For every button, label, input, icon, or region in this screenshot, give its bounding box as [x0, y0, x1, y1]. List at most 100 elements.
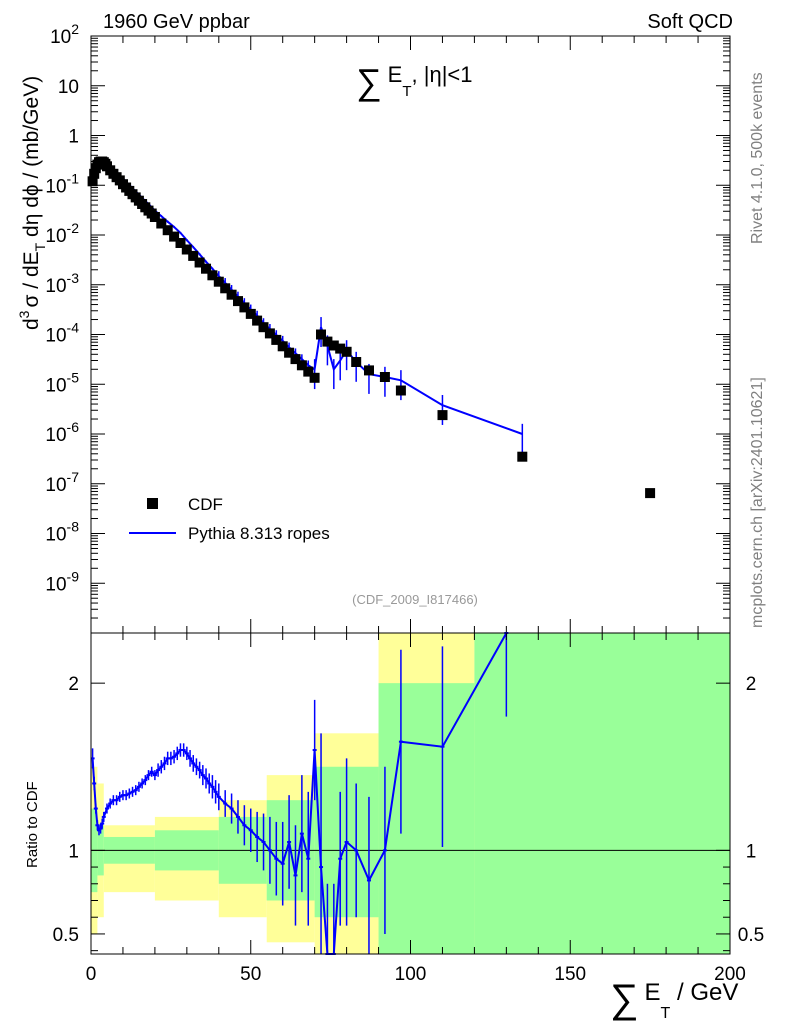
ratio-ytick-label: 1	[68, 841, 79, 862]
cdf-point	[149, 212, 160, 222]
legend: CDF Pythia 8.313 ropes	[129, 495, 330, 543]
legend-cdf-label: CDF	[188, 495, 223, 514]
main-ytick-base: 10	[45, 525, 66, 546]
cdf-point	[303, 366, 314, 377]
main-ytick-label: 10-3	[45, 270, 79, 297]
main-ytick-base: 10	[45, 425, 66, 446]
main-ytick-label: 10-6	[45, 419, 79, 446]
cdf-point	[322, 336, 333, 347]
xlabel-rest: / GeV	[670, 979, 738, 1006]
xlabel-sub: T	[661, 1005, 671, 1022]
x-axis-label: ∑ ET / GeV	[610, 977, 738, 1022]
cdf-point	[364, 365, 374, 376]
cdf-point	[220, 283, 231, 294]
main-ytick-label: 10-1	[45, 170, 79, 197]
cdf-point	[245, 308, 256, 319]
cdf-point	[290, 354, 301, 365]
cdf-point	[335, 343, 346, 354]
ratio-inner-band	[474, 633, 730, 954]
main-ytick-exp: -5	[67, 369, 80, 385]
cdf-point	[169, 231, 180, 242]
cdf-point	[264, 328, 275, 339]
main-ytick-base: 10	[45, 176, 66, 197]
analysis-id: (CDF_2009_I817466)	[352, 592, 478, 607]
mcplots-label: mcplots.cern.ch [arXiv:2401.10621]	[749, 377, 766, 628]
main-ytick-base: 10	[50, 27, 71, 48]
main-ytick-label: 1	[68, 127, 79, 148]
ratio-ytick-label: 2	[68, 674, 79, 695]
pythia-line	[91, 156, 523, 435]
ratio-xtick-label: 50	[240, 964, 261, 985]
header-left: 1960 GeV ppbar	[103, 11, 250, 33]
xlabel-sigma: ∑	[610, 977, 639, 1021]
main-frame	[90, 35, 731, 634]
main-ytick-label: 10-4	[45, 320, 79, 347]
cdf-point	[351, 357, 362, 367]
cdf-point	[89, 168, 100, 179]
cdf-point	[277, 341, 288, 352]
cdf-point	[379, 372, 390, 382]
cdf-point	[252, 315, 263, 326]
main-ytick-exp: -2	[67, 220, 80, 236]
ratio-ytick-label: 0.5	[53, 925, 79, 946]
cdf-point	[233, 296, 243, 307]
main-ytick-base: 10	[45, 475, 66, 496]
rivet-label: Rivet 4.1.0, 500k events	[749, 72, 766, 244]
main-title: ∑ ET, |η|<1	[356, 61, 473, 102]
ratio-xtick-label: 200	[714, 964, 746, 985]
title-rest: , |η|<1	[412, 62, 473, 87]
main-ytick-exp: -1	[67, 170, 80, 186]
cdf-point	[87, 176, 98, 187]
main-ytick-base: 10	[45, 276, 66, 297]
cdf-point	[162, 225, 173, 236]
main-ytick-label: 10-2	[45, 220, 79, 247]
main-ytick-label: 10-5	[45, 369, 79, 396]
cdf-point	[181, 244, 192, 255]
ylabel-sup: 3	[16, 310, 32, 318]
cdf-point	[226, 289, 237, 300]
ratio-line	[91, 632, 508, 955]
main-ytick-exp: -4	[67, 320, 80, 336]
main-ytick-exp: -8	[67, 519, 80, 535]
main-ytick-base: 10	[58, 77, 79, 98]
ratio-xtick-label: 0	[86, 964, 97, 985]
cdf-point	[341, 346, 352, 357]
cdf-point	[201, 263, 211, 274]
main-ytick-exp: -9	[67, 568, 80, 584]
main-ytick-exp: -3	[67, 270, 80, 286]
cdf-point	[328, 340, 339, 351]
ratio-xtick-label: 100	[395, 964, 427, 985]
cdf-point	[517, 451, 528, 462]
cdf-point	[188, 250, 199, 261]
main-ytick-base: 10	[45, 326, 66, 347]
main-ytick-label: 10-8	[45, 519, 79, 546]
legend-cdf-marker	[147, 498, 158, 509]
cdf-point	[207, 270, 218, 281]
xlabel-e: E	[645, 979, 661, 1006]
header-right: Soft QCD	[647, 11, 733, 33]
main-ytick-label: 10-9	[45, 568, 79, 595]
cdf-point	[395, 385, 406, 396]
ratio-panel: 0 50 100 150 200 0.5 0.5 1 1 2 2	[53, 632, 764, 985]
ratio-xtick-label: 150	[554, 964, 586, 985]
cdf-point	[296, 360, 307, 371]
ylabel-end: dη dϕ / (mb/GeV)	[20, 76, 43, 243]
cdf-point	[213, 276, 224, 287]
cdf-point	[258, 322, 269, 333]
cdf-point	[437, 410, 448, 421]
main-ytick-label: 10	[58, 77, 79, 98]
main-ytick-base: 10	[45, 574, 66, 595]
cdf-point	[645, 488, 656, 499]
cdf-point	[316, 329, 326, 340]
cdf-point	[175, 238, 186, 248]
ratio-ytick-label-right: 0.5	[738, 925, 764, 946]
main-panel: 10-910-810-710-610-510-410-310-210-11101…	[45, 21, 731, 634]
ylabel-sub: T	[32, 242, 48, 251]
main-ytick-label: 102	[50, 21, 79, 48]
main-ytick-exp: 2	[71, 21, 79, 37]
main-ytick-exp: -6	[67, 419, 80, 435]
cdf-point	[156, 218, 167, 229]
main-ylabel: d3 σ / dET dη dϕ / (mb/GeV)	[16, 76, 48, 330]
cdf-point	[239, 302, 250, 313]
